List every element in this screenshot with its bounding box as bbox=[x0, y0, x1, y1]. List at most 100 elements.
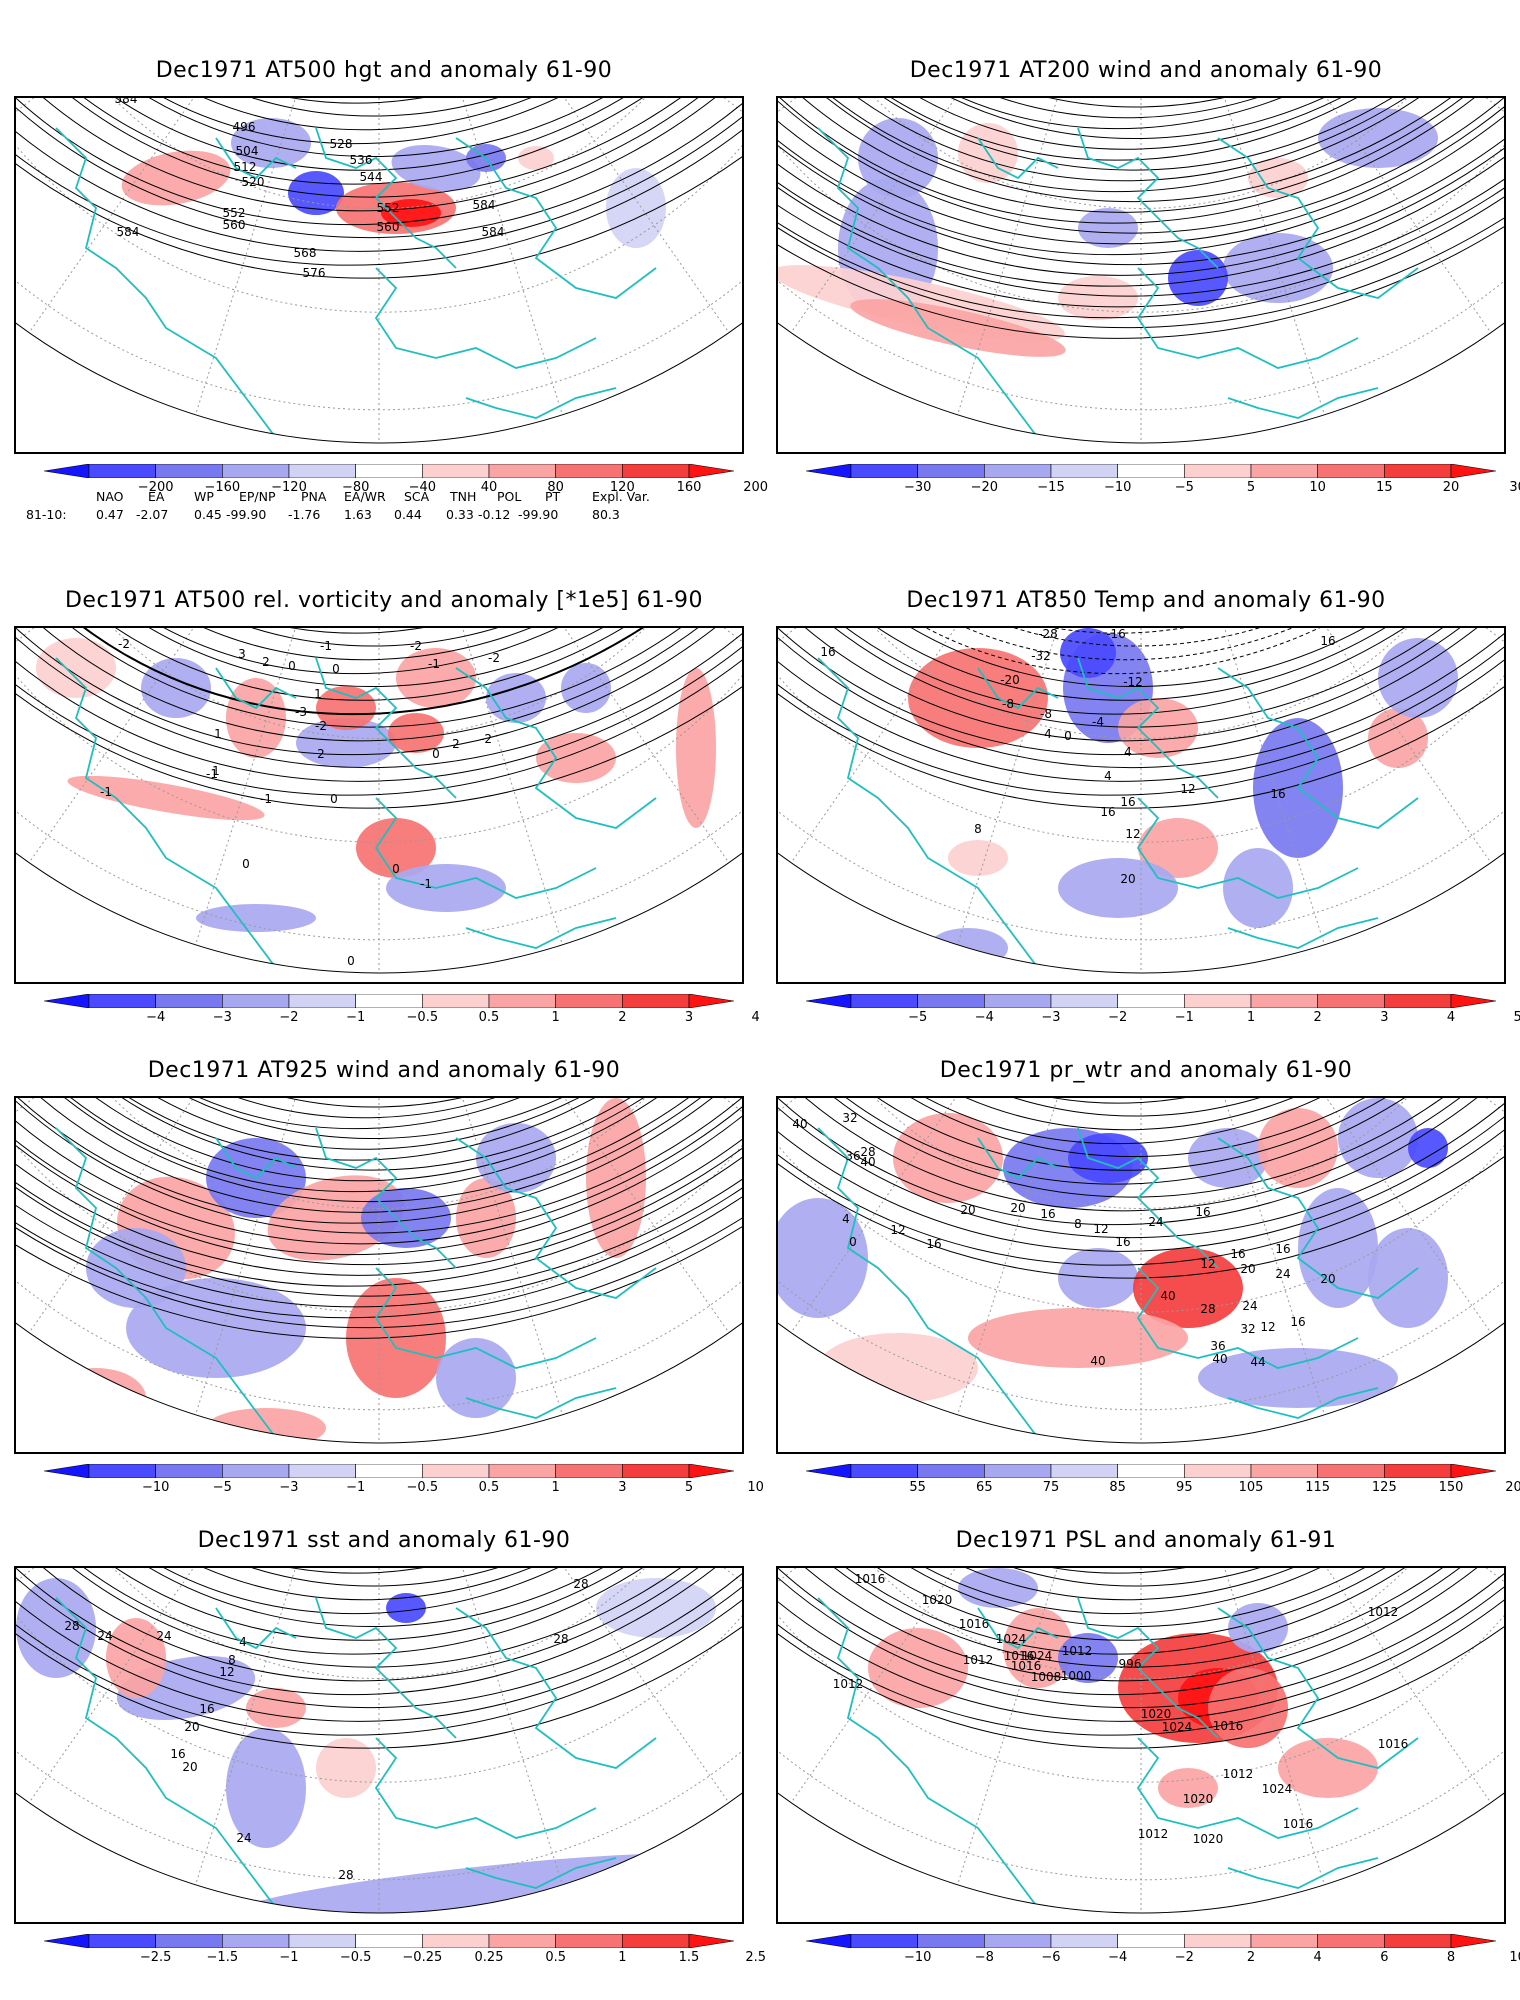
contour-label: -1 bbox=[420, 877, 432, 891]
colorbar-label: −0.25 bbox=[402, 1950, 443, 1965]
contour-label: 1012 bbox=[1223, 1767, 1254, 1781]
colorbar-segment bbox=[1317, 1934, 1385, 1948]
contour-label: 1024 bbox=[1162, 1720, 1193, 1734]
meridian bbox=[1140, 98, 1325, 415]
colorbar-segment bbox=[1117, 464, 1185, 478]
contour-label: 0 bbox=[1064, 729, 1072, 743]
contour-line bbox=[16, 98, 742, 239]
colorbar-label: −15 bbox=[1037, 480, 1065, 495]
colorbar-label: 20 bbox=[1442, 480, 1460, 495]
index-value: 0.33 bbox=[446, 507, 474, 522]
coastline bbox=[374, 267, 597, 369]
index-value: 0.47 bbox=[96, 507, 124, 522]
streamline bbox=[778, 98, 1504, 161]
contour-line bbox=[16, 1568, 742, 1615]
anomaly-shading bbox=[1338, 1098, 1418, 1178]
colorbar-svg bbox=[806, 994, 1496, 1008]
map-u925 bbox=[14, 1096, 744, 1454]
contour-line bbox=[24, 98, 734, 117]
colorbar-label: −4 bbox=[974, 1010, 994, 1025]
colorbar-segment bbox=[1117, 1934, 1185, 1948]
contour-label: 1024 bbox=[996, 1632, 1027, 1646]
contour-label: 36 bbox=[1210, 1339, 1225, 1353]
panel-title: Dec1971 pr_wtr and anomaly 61-90 bbox=[939, 1058, 1353, 1083]
colorbar-svg bbox=[44, 1934, 734, 1948]
colorbar-label: 40 bbox=[480, 480, 498, 495]
streamline bbox=[16, 1098, 742, 1339]
contour-label: 28 bbox=[860, 1145, 875, 1159]
colorbar-triangle-high bbox=[1450, 994, 1496, 1008]
colorbar-triangle-high bbox=[688, 1464, 734, 1478]
coastline bbox=[1136, 797, 1359, 899]
contour-label: 28 bbox=[64, 1619, 79, 1633]
contour-line bbox=[16, 628, 742, 769]
contour-line bbox=[804, 1568, 1478, 1574]
contour-line bbox=[16, 1568, 742, 1736]
index-value: -99.90 bbox=[518, 507, 559, 522]
colorbar-label: −20 bbox=[970, 480, 999, 495]
contour-label: 4 bbox=[1044, 727, 1052, 741]
anomaly-shading bbox=[948, 840, 1008, 876]
contour-line bbox=[778, 1568, 1504, 1749]
streamline bbox=[778, 98, 1504, 150]
colorbar-label: 1 bbox=[551, 1480, 560, 1495]
colorbar-label: 0.5 bbox=[545, 1950, 566, 1965]
contour-line bbox=[16, 98, 742, 157]
meridian bbox=[957, 1098, 1142, 1415]
index-header: EP/NP bbox=[239, 489, 276, 504]
anomaly-shading bbox=[121, 150, 231, 206]
colorbar-label: 4 bbox=[751, 1010, 760, 1025]
streamline bbox=[778, 98, 1504, 213]
colorbar-label: 200 bbox=[1505, 1480, 1520, 1495]
colorbar-label: 5 bbox=[1246, 480, 1256, 495]
contour-line bbox=[16, 628, 742, 728]
coastline bbox=[977, 1137, 1059, 1180]
colorbar-label: 4 bbox=[1313, 1950, 1322, 1965]
contour-line bbox=[16, 98, 742, 185]
colorbar-triangle-high bbox=[688, 464, 734, 478]
contour-label: 8 bbox=[1074, 1217, 1082, 1231]
contour-line bbox=[16, 1568, 742, 1627]
colorbar-label: 150 bbox=[1438, 1480, 1464, 1495]
colorbar-label: −120 bbox=[271, 480, 307, 495]
contour-label: 24 bbox=[236, 1831, 251, 1845]
contour-line bbox=[778, 1098, 1504, 1157]
contour-label: 16 bbox=[170, 1747, 185, 1761]
contour-label: 28 bbox=[573, 1577, 588, 1591]
colorbar-segment bbox=[984, 1934, 1052, 1948]
colorbar-segment bbox=[1384, 464, 1452, 478]
streamline bbox=[16, 1098, 742, 1234]
streamline bbox=[16, 1098, 742, 1140]
contour-line bbox=[42, 1568, 716, 1574]
contour-label: 24 bbox=[1275, 1267, 1290, 1281]
map-boundary bbox=[16, 852, 742, 974]
colorbar-segment bbox=[422, 1464, 490, 1478]
contour-line bbox=[778, 628, 1504, 661]
colorbar-segment bbox=[488, 464, 556, 478]
anomaly-shading bbox=[1058, 276, 1138, 320]
colorbar-label: 115 bbox=[1305, 1480, 1331, 1495]
map-disk bbox=[778, 628, 1504, 973]
anomaly-shading bbox=[1198, 1348, 1398, 1408]
coastline bbox=[455, 667, 657, 829]
anomaly-shading bbox=[396, 648, 476, 708]
anomaly-shading bbox=[1138, 818, 1218, 878]
colorbar-segment bbox=[88, 1934, 156, 1948]
coastline bbox=[977, 137, 1059, 180]
colorbar-segment bbox=[88, 1464, 156, 1478]
contour-label: 1020 bbox=[1183, 1792, 1214, 1806]
colorbar-segment bbox=[88, 994, 156, 1008]
coastline bbox=[1227, 387, 1379, 419]
streamline bbox=[16, 1098, 742, 1193]
anomaly-shading bbox=[1133, 1248, 1243, 1328]
anomaly-shading bbox=[1368, 1228, 1448, 1328]
colorbar-z500: −200 −160 −120 −80 −40 40 80 120 160 200 bbox=[44, 464, 768, 495]
meridian bbox=[1140, 1568, 1325, 1885]
contour-label: -2 bbox=[488, 651, 500, 665]
contour-line bbox=[16, 628, 742, 687]
contour-label: -2 bbox=[480, 732, 492, 746]
index-value: -2.07 bbox=[136, 507, 169, 522]
